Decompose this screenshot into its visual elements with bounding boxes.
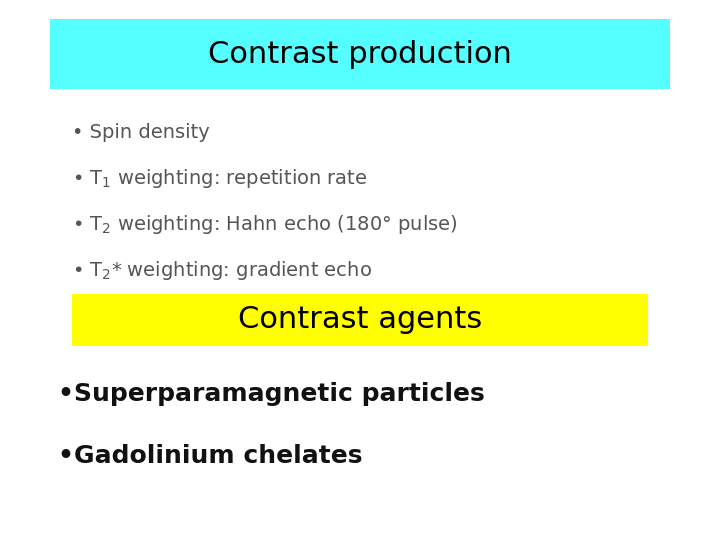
Text: • T$_2$ weighting: Hahn echo (180° pulse): • T$_2$ weighting: Hahn echo (180° pulse… xyxy=(72,213,458,235)
Text: • T$_1$ weighting: repetition rate: • T$_1$ weighting: repetition rate xyxy=(72,167,367,190)
FancyBboxPatch shape xyxy=(50,19,670,89)
Text: • T$_2$* weighting: gradient echo: • T$_2$* weighting: gradient echo xyxy=(72,259,372,281)
Text: • Spin density: • Spin density xyxy=(72,123,210,142)
FancyBboxPatch shape xyxy=(72,294,648,346)
Text: Contrast production: Contrast production xyxy=(208,39,512,69)
Text: •Gadolinium chelates: •Gadolinium chelates xyxy=(58,444,362,468)
Text: Contrast agents: Contrast agents xyxy=(238,306,482,334)
Text: •Superparamagnetic particles: •Superparamagnetic particles xyxy=(58,382,485,406)
